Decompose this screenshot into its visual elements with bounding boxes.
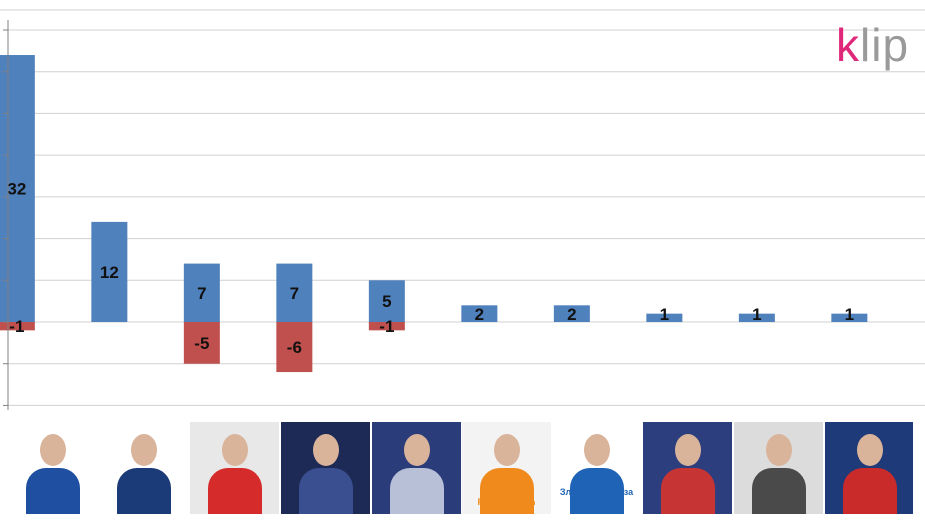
portrait-body — [299, 468, 353, 514]
portrait-body — [26, 468, 80, 514]
bar-positive — [738, 313, 775, 322]
logo-letters: lip — [860, 19, 910, 71]
data-label-positive: 1 — [845, 305, 854, 324]
data-label-positive: 1 — [752, 305, 761, 324]
portrait-head — [494, 434, 520, 466]
data-label-positive: 12 — [100, 263, 119, 282]
candidate-1-poster: AV — [8, 422, 97, 514]
data-label-negative: -6 — [287, 338, 302, 357]
bar-chart: 32 -1 12 7 -5 7 -6 5 -1 2 2 1 1 1 — [0, 9, 925, 410]
bar-positive — [831, 313, 868, 322]
logo-letter-k: k — [836, 19, 860, 71]
bar-negative — [368, 322, 405, 331]
data-label-negative: -1 — [9, 317, 24, 336]
portrait-body — [390, 468, 444, 514]
bar-positive — [183, 263, 220, 322]
candidate-6-poster: САША РАДУЛОВИЋ — [462, 422, 551, 514]
portrait-head — [40, 434, 66, 466]
bar-negative — [183, 322, 220, 364]
candidate-3-poster: 1 — [190, 422, 279, 514]
bar-positive — [91, 221, 128, 322]
portrait-head — [584, 434, 610, 466]
portrait-head — [766, 434, 792, 466]
candidate-2-poster — [99, 422, 188, 514]
axes — [0, 9, 925, 410]
candidate-5-photo — [372, 422, 461, 514]
klip-logo: klip — [836, 22, 909, 68]
bar-positive — [276, 263, 313, 322]
data-label-negative: -5 — [194, 334, 209, 353]
portrait-body — [843, 468, 897, 514]
bar-negative — [276, 322, 313, 373]
portrait-body — [480, 468, 534, 514]
data-label-positive: 2 — [567, 305, 576, 324]
bar-negative — [0, 322, 35, 331]
portrait-head — [675, 434, 701, 466]
bar-positive — [646, 313, 683, 322]
data-label-positive: 7 — [290, 284, 299, 303]
data-label-negative: -1 — [379, 317, 394, 336]
candidate-photo-strip: AV 1 САША РАДУЛОВИЋ Златни борац за Србију! — [0, 422, 925, 520]
data-labels: 32 -1 12 7 -5 7 -6 5 -1 2 2 1 1 1 — [7, 180, 854, 358]
bar-positive — [461, 305, 498, 322]
data-label-positive: 1 — [660, 305, 669, 324]
portrait-head — [131, 434, 157, 466]
portrait-head — [857, 434, 883, 466]
candidate-4-photo — [281, 422, 370, 514]
portrait-head — [313, 434, 339, 466]
bar-positive — [553, 305, 590, 322]
bar-positive — [368, 280, 405, 322]
poster-text: 1 — [231, 497, 237, 508]
gridlines — [8, 29, 925, 406]
poster-text: Златни борац за Србију! — [559, 487, 634, 508]
data-label-positive: 5 — [382, 292, 391, 311]
portrait-body — [208, 468, 262, 514]
portrait-body — [752, 468, 806, 514]
data-label-positive: 32 — [7, 180, 26, 199]
portrait-head — [222, 434, 248, 466]
portrait-body — [117, 468, 171, 514]
portrait-head — [404, 434, 430, 466]
bars — [0, 55, 868, 373]
candidate-9-photo — [734, 422, 823, 514]
candidate-10-photo — [825, 422, 913, 514]
candidate-8-photo — [643, 422, 732, 514]
poster-text: САША РАДУЛОВИЋ — [477, 487, 536, 508]
data-label-positive: 2 — [475, 305, 484, 324]
candidate-7-poster: Златни борац за Србију! — [552, 422, 641, 514]
bar-positive — [0, 55, 35, 323]
data-label-positive: 7 — [197, 284, 206, 303]
poster-text: AV — [46, 497, 59, 508]
portrait-body — [570, 468, 624, 514]
portrait-body — [661, 468, 715, 514]
